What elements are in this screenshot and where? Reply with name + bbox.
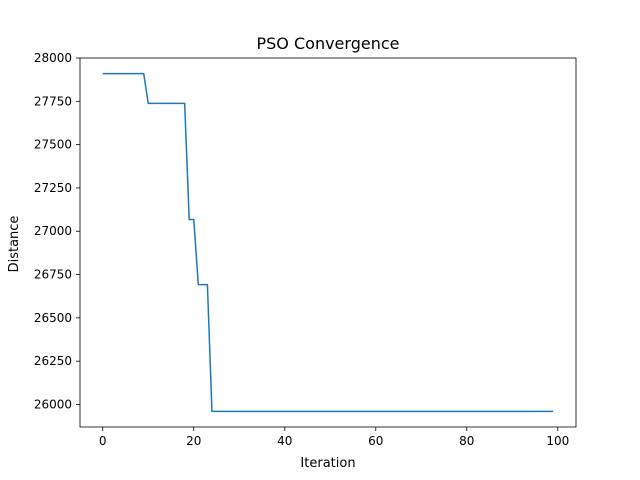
axes: 0 20 40 60 80 100 26000 26250 26500 26750 27000 272… [34, 51, 577, 448]
y-tick-label: 27500 [34, 138, 72, 152]
x-tick-label: 0 [99, 434, 107, 448]
y-tick-label: 26750 [34, 268, 72, 282]
plot-area [102, 72, 554, 413]
y-tick-label: 27000 [34, 224, 72, 238]
axes-frame [79, 57, 577, 428]
y-axis-label: Distance [7, 216, 22, 273]
series-line-0 [102, 72, 554, 413]
x-tick-label: 20 [186, 434, 201, 448]
y-tick-label: 27750 [34, 94, 72, 108]
y-tick-label: 26500 [34, 311, 72, 325]
y-tick-label: 28000 [34, 51, 72, 65]
x-tick-label: 80 [459, 434, 474, 448]
y-tick-label: 26000 [34, 397, 72, 411]
x-tick-label: 100 [546, 434, 569, 448]
x-axis-label: Iteration [300, 456, 355, 471]
chart-title: PSO Convergence [257, 34, 400, 53]
x-tick-label: 60 [368, 434, 383, 448]
y-tick-label: 26250 [34, 354, 72, 368]
y-tick-label: 27250 [34, 181, 72, 195]
x-tick-label: 40 [277, 434, 292, 448]
